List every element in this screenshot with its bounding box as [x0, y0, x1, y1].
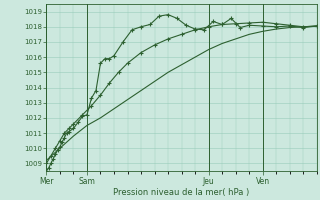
X-axis label: Pression niveau de la mer( hPa ): Pression niveau de la mer( hPa ) — [114, 188, 250, 197]
